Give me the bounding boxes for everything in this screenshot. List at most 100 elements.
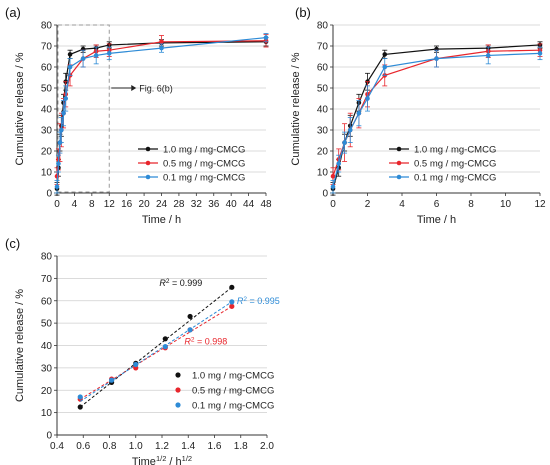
legend-marker (396, 146, 402, 152)
data-point (106, 51, 112, 56)
y-tick-label: 20 (317, 147, 329, 158)
x-tick-label: 6 (434, 199, 440, 210)
y-tick-label: 60 (317, 63, 329, 74)
data-point (56, 161, 61, 166)
legend-marker (175, 387, 181, 393)
y-tick-label: 80 (41, 21, 53, 32)
data-point (382, 64, 388, 70)
data-point (187, 313, 193, 320)
x-tick-label: 8 (468, 199, 474, 210)
y-tick-label: 20 (41, 147, 53, 158)
y-tick-label: 80 (317, 21, 329, 32)
y-tick-label: 50 (41, 319, 53, 330)
x-tick-label: 16 (121, 199, 133, 210)
y-axis-label: Cumulative release / % (290, 52, 302, 165)
y-tick-label: 10 (41, 168, 53, 179)
y-tick-label: 30 (41, 363, 53, 374)
zoom-region-box (57, 24, 110, 193)
data-point (365, 96, 370, 101)
zoom-annotation: Fig. 6(b) (139, 84, 173, 94)
series-line (332, 52, 541, 187)
x-tick-label: 8 (89, 199, 95, 210)
data-point (67, 52, 73, 57)
annotation-arrowhead (131, 85, 137, 91)
y-tick-label: 80 (41, 252, 53, 263)
data-point (80, 56, 86, 61)
legend-label: 1.0 mg / mg-CMCG (192, 371, 274, 382)
data-point (330, 173, 336, 179)
x-tick-label: 1.4 (181, 441, 195, 452)
legend-marker (396, 160, 402, 166)
data-point (229, 299, 235, 305)
r-squared-value: = 0.995 (247, 296, 280, 306)
y-tick-label: 30 (41, 126, 53, 137)
y-tick-label: 60 (41, 63, 53, 74)
y-axis-label: Cumulative release / % (14, 52, 26, 165)
x-tick-label: 0.8 (103, 441, 117, 452)
x-axis-label: Time1/2 / h1/2 (132, 454, 192, 465)
r-squared-superscript: 2 (243, 296, 247, 303)
x-tick-label: 1.6 (208, 441, 222, 452)
trend-line (79, 301, 233, 402)
legend-label: 0.5 mg / mg-CMCG (414, 159, 496, 170)
panel-c: 0 10 20 30 40 50 60 70 80 0.4 0.6 0.8 1.0 1.2 1.4 1.6 1.… (5, 236, 280, 465)
x-tick-label: 20 (139, 199, 151, 210)
x-tick-label: 12 (534, 199, 546, 210)
r-squared-label: R2 = 0.998 (184, 336, 227, 347)
y-tick-label: 40 (317, 105, 329, 116)
y-tick-label: 10 (41, 408, 53, 419)
x-axis-label-superscript: 1/2 (182, 454, 192, 463)
data-point (159, 45, 164, 51)
series-line (332, 49, 541, 177)
x-tick-label: 0.4 (50, 441, 64, 452)
data-point (63, 96, 69, 101)
x-tick-label: 2 (365, 199, 371, 210)
r-squared-label: R2 = 0.995 (237, 296, 280, 307)
legend-marker (145, 174, 151, 180)
data-point (109, 377, 115, 383)
data-point (229, 303, 235, 309)
data-point (77, 394, 83, 400)
data-point (187, 327, 193, 333)
panel-label: (b) (295, 5, 311, 20)
trend-line (79, 286, 233, 408)
y-tick-label: 0 (46, 189, 52, 200)
x-tick-label: 10 (500, 199, 512, 210)
legend-label: 0.1 mg / mg-CMCG (414, 173, 496, 184)
x-tick-label: 28 (173, 199, 185, 210)
data-point (61, 110, 66, 116)
data-point (229, 284, 235, 290)
data-point (162, 344, 168, 350)
y-tick-label: 60 (41, 296, 53, 307)
r-squared-label: R2 = 0.999 (159, 278, 202, 289)
data-point (347, 127, 353, 133)
y-tick-label: 30 (317, 126, 329, 137)
x-axis-label-part: Time (132, 456, 156, 465)
panel-label: (a) (5, 5, 21, 20)
data-point (356, 110, 362, 116)
legend-label: 0.1 mg / mg-CMCG (163, 173, 245, 184)
panel-label: (c) (5, 236, 20, 251)
x-axis-label-part: / h (166, 456, 181, 465)
x-tick-label: 1.2 (155, 441, 169, 452)
x-tick-label: 40 (226, 199, 238, 210)
legend-label: 0.5 mg / mg-CMCG (192, 386, 274, 397)
y-axis-label: Cumulative release / % (14, 289, 26, 402)
legend-marker (175, 402, 181, 408)
legend-marker (175, 372, 181, 378)
r-squared-value: = 0.998 (194, 336, 227, 346)
x-tick-label: 32 (191, 199, 203, 210)
r-squared-superscript: 2 (191, 336, 195, 343)
y-tick-label: 20 (41, 386, 53, 397)
data-point (485, 53, 491, 58)
series-line (56, 40, 267, 177)
legend-marker (145, 160, 151, 166)
data-point (59, 127, 64, 133)
data-point (133, 361, 139, 368)
legend-marker (396, 174, 402, 180)
x-tick-label: 12 (104, 199, 116, 210)
y-tick-label: 70 (41, 42, 53, 53)
r-squared-value: = 0.999 (170, 278, 203, 288)
